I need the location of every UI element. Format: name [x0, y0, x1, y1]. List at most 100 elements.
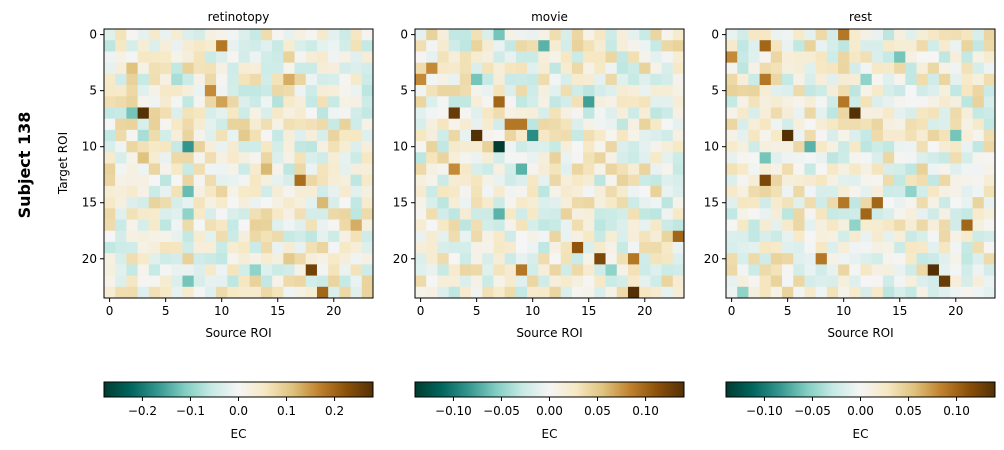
heatmap-cell [283, 129, 295, 142]
heatmap-cell [571, 264, 584, 276]
heatmap-cell [305, 241, 318, 254]
heatmap-cell [905, 51, 917, 64]
heatmap-cell [471, 141, 483, 153]
heatmap-cell [104, 107, 116, 120]
heatmap-cell [272, 73, 284, 86]
heatmap-cell [471, 73, 483, 86]
heatmap-cell [471, 163, 483, 176]
colorbar-tick-label: −0.05 [483, 404, 520, 418]
heatmap-cell [560, 230, 573, 243]
heatmap-cell [871, 230, 884, 243]
heatmap-cell [193, 174, 206, 187]
heatmap-cell [504, 152, 517, 164]
heatmap-cell [171, 286, 183, 299]
heatmap-cell [793, 163, 805, 176]
heatmap-cell [260, 197, 273, 209]
heatmap-cell [283, 40, 295, 52]
heatmap-cell [826, 85, 839, 97]
heatmap-cell [860, 174, 873, 187]
heatmap-cell [782, 286, 794, 299]
heatmap-cell [238, 118, 251, 131]
heatmap-cell [471, 286, 483, 299]
heatmap-cell [339, 107, 351, 120]
heatmap-cell [639, 253, 651, 265]
heatmap-cell [916, 152, 929, 164]
heatmap-cell [126, 275, 139, 288]
heatmap-cell [227, 185, 239, 198]
heatmap-cell [650, 264, 662, 276]
heatmap-cell [838, 73, 850, 86]
heatmap-cell [137, 51, 150, 64]
heatmap-cell [672, 241, 685, 254]
heatmap-cell [793, 275, 805, 288]
heatmap-cell [493, 208, 506, 220]
heatmap-cell [471, 40, 483, 52]
heatmap-cell [504, 174, 517, 187]
heatmap-cell [793, 118, 805, 131]
heatmap-cell [328, 118, 340, 131]
heatmap-cell [804, 85, 817, 97]
heatmap-cell [560, 85, 573, 97]
heatmap-cell [171, 107, 183, 120]
heatmap-cell [426, 118, 438, 131]
heatmap-cell [571, 85, 584, 97]
heatmap-cell [148, 141, 161, 153]
heatmap-cell [560, 51, 573, 64]
heatmap-cell [283, 96, 295, 108]
heatmap-cell [350, 51, 363, 64]
heatmap-cell [216, 141, 228, 153]
heatmap-cell [927, 29, 940, 41]
heatmap-cell [361, 264, 374, 276]
heatmap-cell [471, 129, 483, 142]
heatmap-cell [571, 286, 584, 299]
heatmap-cell [126, 185, 139, 198]
heatmap-cell [916, 85, 929, 97]
heatmap-cell [737, 163, 749, 176]
heatmap-cell [894, 208, 906, 220]
heatmap-cell [316, 253, 329, 265]
heatmap-cell [770, 40, 783, 52]
heatmap-cell [283, 141, 295, 153]
heatmap-cell [927, 230, 940, 243]
heatmap-cell [938, 241, 951, 254]
heatmap-cell [328, 96, 340, 108]
heatmap-cell [538, 107, 550, 120]
heatmap-cell [759, 253, 772, 265]
heatmap-cell [804, 264, 817, 276]
heatmap-cell [148, 152, 161, 164]
heatmap-cell [339, 208, 351, 220]
heatmap-cell [894, 286, 906, 299]
heatmap-cell [770, 107, 783, 120]
heatmap-cell [571, 73, 584, 86]
heatmap-cell [305, 96, 318, 108]
heatmap-cell [849, 197, 861, 209]
heatmap-cell [216, 129, 228, 142]
heatmap-cell [204, 174, 217, 187]
heatmap-cell [560, 286, 573, 299]
heatmap-cell [350, 230, 363, 243]
heatmap-cell [459, 129, 472, 142]
heatmap-cell [283, 152, 295, 164]
heatmap-cell [838, 85, 850, 97]
heatmap-cell [627, 129, 640, 142]
heatmap-cell [627, 264, 640, 276]
heatmap-cell [672, 208, 685, 220]
heatmap-cell [804, 197, 817, 209]
heatmap-cell [104, 208, 116, 220]
heatmap-cell [328, 241, 340, 254]
heatmap-cell [294, 219, 307, 232]
heatmap-cell [459, 230, 472, 243]
heatmap-cell [770, 51, 783, 64]
heatmap-cell [661, 264, 674, 276]
heatmap-cell [316, 264, 329, 276]
heatmap-cell [316, 275, 329, 288]
heatmap-cell [305, 264, 318, 276]
heatmap-cell [549, 219, 562, 232]
heatmap-cell [583, 185, 595, 198]
heatmap-cell [137, 85, 150, 97]
heatmap-cell [972, 241, 985, 254]
heatmap-cell [115, 29, 127, 41]
heatmap-cell [594, 129, 606, 142]
heatmap-cell [459, 286, 472, 299]
heatmap-cell [927, 275, 940, 288]
